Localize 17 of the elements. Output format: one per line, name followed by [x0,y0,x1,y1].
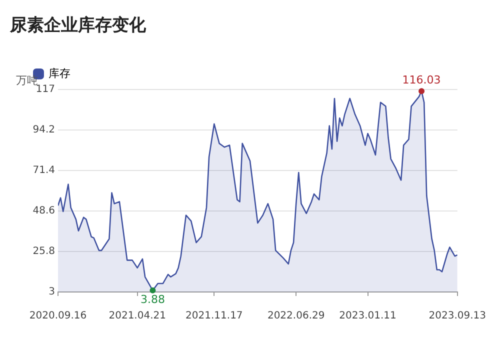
x-tick-label: 2023.01.11 [339,310,396,322]
y-tick-label: 25.8 [32,246,55,258]
annotation: 116.03 [402,73,441,86]
x-tick-label: 2021.04.21 [108,310,166,322]
y-tick-label: 3 [48,286,55,298]
chart-title: 尿素企业库存变化 [9,16,147,36]
x-tick-label: 2021.11.17 [186,310,243,322]
y-tick-label: 48.6 [32,206,55,217]
legend-label: 库存 [48,66,70,80]
x-tick-label: 2020.09.16 [29,310,87,322]
x-tick-label: 2023.09.13 [428,310,486,322]
x-tick-label: 2022.06.29 [267,310,325,322]
y-axis-title: 万吨 [16,74,38,87]
y-tick-label: 71.4 [32,165,55,176]
annotation: 3.88 [140,292,165,306]
y-tick-label: 94.2 [32,124,55,136]
y-tick-label: 117 [36,84,55,95]
